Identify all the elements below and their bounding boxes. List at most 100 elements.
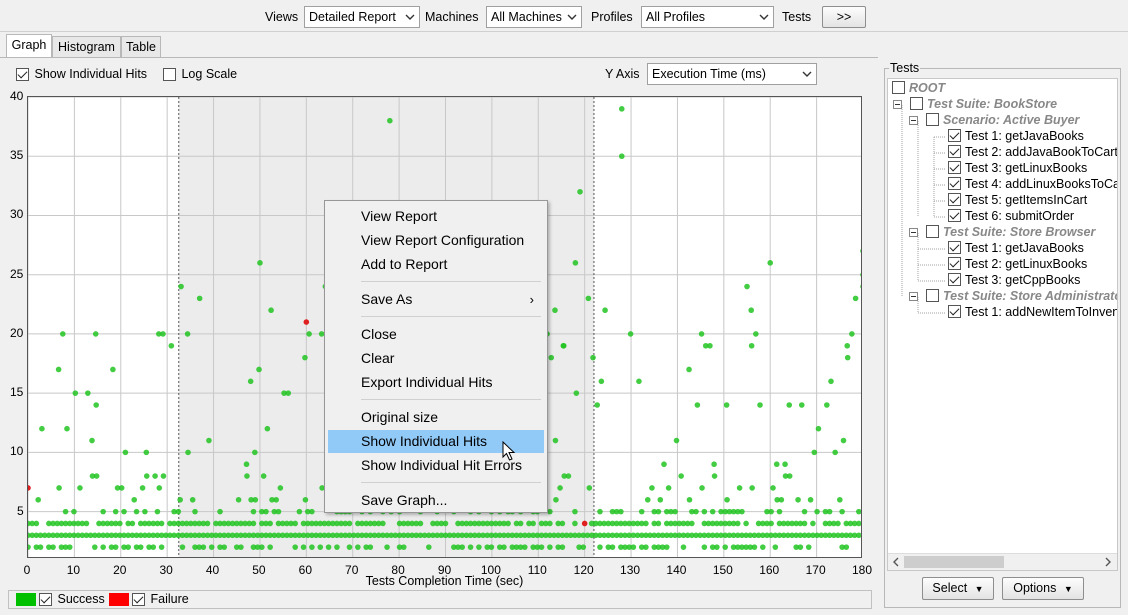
- success-hit-point: [764, 508, 770, 515]
- collapse-icon[interactable]: [909, 292, 918, 301]
- menu-item-save-as[interactable]: Save As ›: [328, 288, 544, 311]
- tab-table[interactable]: Table: [121, 36, 161, 57]
- collapse-icon[interactable]: [893, 100, 902, 109]
- success-hit-point: [442, 532, 449, 539]
- success-hit-point: [647, 532, 653, 539]
- success-hit-point: [598, 378, 605, 385]
- success-hit-point: [770, 485, 776, 491]
- success-hit-point: [296, 532, 303, 539]
- tree-suite-store-administrator[interactable]: Test Suite: Store Administrator: [926, 288, 1117, 304]
- success-hit-point: [659, 544, 666, 550]
- success-hit-point: [242, 532, 248, 539]
- tree-suite-store-browser[interactable]: Test Suite: Store Browser: [926, 224, 1095, 240]
- toolbar-divider: [0, 31, 1128, 32]
- tab-graph[interactable]: Graph: [6, 34, 52, 58]
- tree-test-item[interactable]: Test 6: submitOrder: [948, 208, 1074, 224]
- success-hit-point: [484, 532, 491, 539]
- tree-test-item[interactable]: Test 3: getCppBooks: [948, 272, 1080, 288]
- scrollbar-thumb[interactable]: [904, 556, 1004, 568]
- failure-legend-checkbox[interactable]: Failure: [132, 592, 189, 607]
- scroll-left-icon[interactable]: [891, 557, 901, 567]
- tree-test-item[interactable]: Test 4: addLinuxBooksToCart: [948, 176, 1117, 192]
- collapse-icon[interactable]: [909, 228, 918, 237]
- success-hit-point: [505, 520, 511, 527]
- options-button[interactable]: Options ▼: [1002, 577, 1084, 600]
- tree-lines: [901, 105, 946, 314]
- checkbox-checked-icon: [948, 241, 961, 254]
- tree-test-item[interactable]: Test 2: addJavaBookToCart: [948, 144, 1117, 160]
- tree-test-item[interactable]: Test 1: getJavaBooks: [948, 128, 1084, 144]
- collapse-icon[interactable]: [909, 116, 918, 125]
- success-hit-point: [250, 532, 257, 539]
- legend-bar: [8, 590, 872, 609]
- menu-separator: [361, 399, 541, 400]
- success-legend-checkbox[interactable]: Success: [39, 592, 105, 607]
- select-button[interactable]: Select ▼: [922, 577, 994, 600]
- tree-scenario-active-buyer[interactable]: Scenario: Active Buyer: [926, 112, 1079, 128]
- success-hit-point: [709, 508, 716, 515]
- success-hit-point: [701, 544, 708, 550]
- success-hit-point: [856, 508, 861, 515]
- show-individual-hits-checkbox[interactable]: Show Individual Hits: [16, 67, 147, 82]
- menu-item-view-report-configuration[interactable]: View Report Configuration: [361, 232, 525, 248]
- success-hit-point: [501, 532, 507, 539]
- x-tick-label: 120: [573, 563, 594, 577]
- success-hit-point: [630, 520, 637, 527]
- success-hit-point: [734, 520, 741, 527]
- menu-item-clear[interactable]: Clear: [361, 350, 395, 366]
- success-hit-point: [142, 532, 148, 539]
- success-hit-point: [618, 532, 624, 539]
- tree-test-item[interactable]: Test 3: getLinuxBooks: [948, 160, 1087, 176]
- success-hit-point: [29, 532, 35, 539]
- success-hit-point: [363, 520, 369, 527]
- success-hit-point: [856, 532, 861, 539]
- success-hit-point: [778, 496, 785, 503]
- success-hit-point: [321, 520, 328, 527]
- success-hit-point: [62, 508, 69, 515]
- success-hit-point: [62, 532, 69, 539]
- success-hit-point: [471, 532, 478, 539]
- menu-item-save-graph[interactable]: Save Graph...: [361, 492, 448, 508]
- tests-tree[interactable]: ROOT Test Suite: BookStore Scenario: Act…: [887, 78, 1118, 571]
- success-hit-point: [492, 520, 499, 527]
- menu-item-show-individual-hit-errors[interactable]: Show Individual Hit Errors: [361, 457, 523, 473]
- tree-root[interactable]: ROOT: [892, 80, 945, 96]
- success-hit-point: [459, 532, 466, 539]
- tree-horizontal-scrollbar[interactable]: [888, 553, 1117, 570]
- success-hit-point: [200, 520, 207, 527]
- y-axis-select[interactable]: Execution Time (ms): [647, 63, 817, 85]
- tests-toggle-button[interactable]: >>: [822, 6, 866, 28]
- menu-item-export-individual-hits[interactable]: Export Individual Hits: [361, 374, 493, 390]
- x-tick-label: 70: [345, 563, 359, 577]
- success-hit-point: [56, 485, 62, 491]
- success-hit-point: [350, 532, 357, 539]
- menu-item-close[interactable]: Close: [361, 326, 397, 342]
- scroll-right-icon[interactable]: [1103, 557, 1113, 567]
- menu-item-add-to-report[interactable]: Add to Report: [361, 256, 448, 272]
- success-hit-point: [542, 532, 549, 539]
- success-hit-point: [618, 508, 624, 515]
- tree-test-item[interactable]: Test 1: getJavaBooks: [948, 240, 1084, 256]
- machines-select[interactable]: All Machines: [486, 6, 582, 28]
- log-scale-checkbox[interactable]: Log Scale: [163, 67, 237, 82]
- success-hit-point: [355, 544, 361, 550]
- success-hit-point: [734, 544, 741, 550]
- success-hit-point: [338, 520, 344, 527]
- views-select[interactable]: Detailed Report: [304, 6, 420, 28]
- success-hit-point: [83, 532, 90, 539]
- success-hit-point: [355, 520, 361, 527]
- x-tick-label: 90: [437, 563, 452, 577]
- success-hit-point: [786, 402, 793, 408]
- menu-item-original-size[interactable]: Original size: [361, 409, 439, 425]
- tree-test-item[interactable]: Test 5: getItemsInCart: [948, 192, 1087, 208]
- tree-test-item[interactable]: Test 2: getLinuxBooks: [948, 256, 1087, 272]
- profiles-select[interactable]: All Profiles: [641, 6, 774, 28]
- tree-test-item[interactable]: Test 1: addNewItemToInventory: [948, 304, 1117, 320]
- tree-suite-bookstore[interactable]: Test Suite: BookStore: [910, 96, 1057, 112]
- success-hit-point: [217, 508, 223, 515]
- menu-item-show-individual-hits[interactable]: Show Individual Hits: [328, 430, 544, 453]
- success-hit-point: [748, 342, 755, 349]
- success-hit-point: [267, 532, 273, 539]
- tab-histogram[interactable]: Histogram: [52, 36, 121, 57]
- menu-item-view-report[interactable]: View Report: [361, 208, 438, 224]
